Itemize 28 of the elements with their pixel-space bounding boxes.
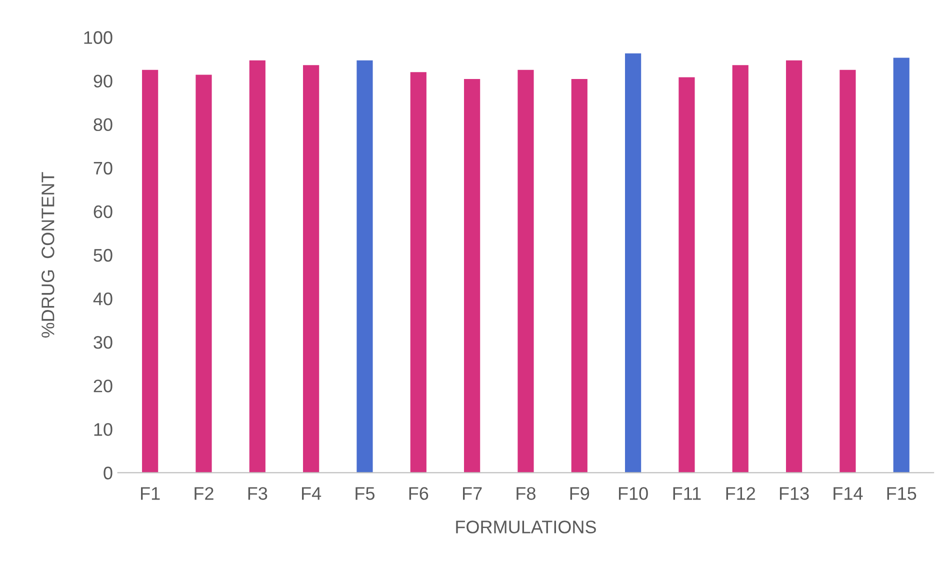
x-tick-label: F5 (356, 487, 375, 500)
x-tick-label: F14 (834, 487, 863, 500)
x-tick-label: F11 (673, 487, 701, 500)
y-tick-label: 50 (94, 248, 112, 262)
y-tick-label: 20 (94, 380, 112, 392)
y-tick-label: 10 (94, 423, 112, 436)
y-tick-label: 100 (84, 31, 112, 44)
x-tick-label: F9 (570, 487, 590, 500)
y-tick-label: 60 (94, 205, 112, 218)
x-tick-label: F3 (248, 487, 268, 500)
x-tick-label: F2 (194, 487, 214, 500)
y-tick-label: 30 (94, 336, 112, 349)
y-axis-title: %DRUG CONTENT (42, 172, 54, 338)
x-tick-label: F4 (302, 487, 322, 500)
x-tick-label: F12 (726, 487, 756, 500)
x-tick-label: F1 (141, 487, 160, 500)
x-axis-title: FORMULATIONS (456, 520, 596, 534)
x-tick-label: F10 (618, 487, 648, 500)
x-tick-label: F15 (887, 487, 916, 500)
x-tick-label: F13 (780, 487, 809, 500)
y-tick-label: 0 (104, 466, 112, 480)
y-tick-label: 70 (94, 162, 112, 175)
y-tick-label: 80 (94, 118, 112, 132)
x-tick-label: F7 (463, 487, 482, 500)
y-tick-label: 90 (94, 74, 112, 88)
x-tick-label: F6 (409, 487, 428, 500)
y-tick-label: 40 (93, 292, 112, 306)
x-tick-label: F8 (516, 487, 536, 500)
